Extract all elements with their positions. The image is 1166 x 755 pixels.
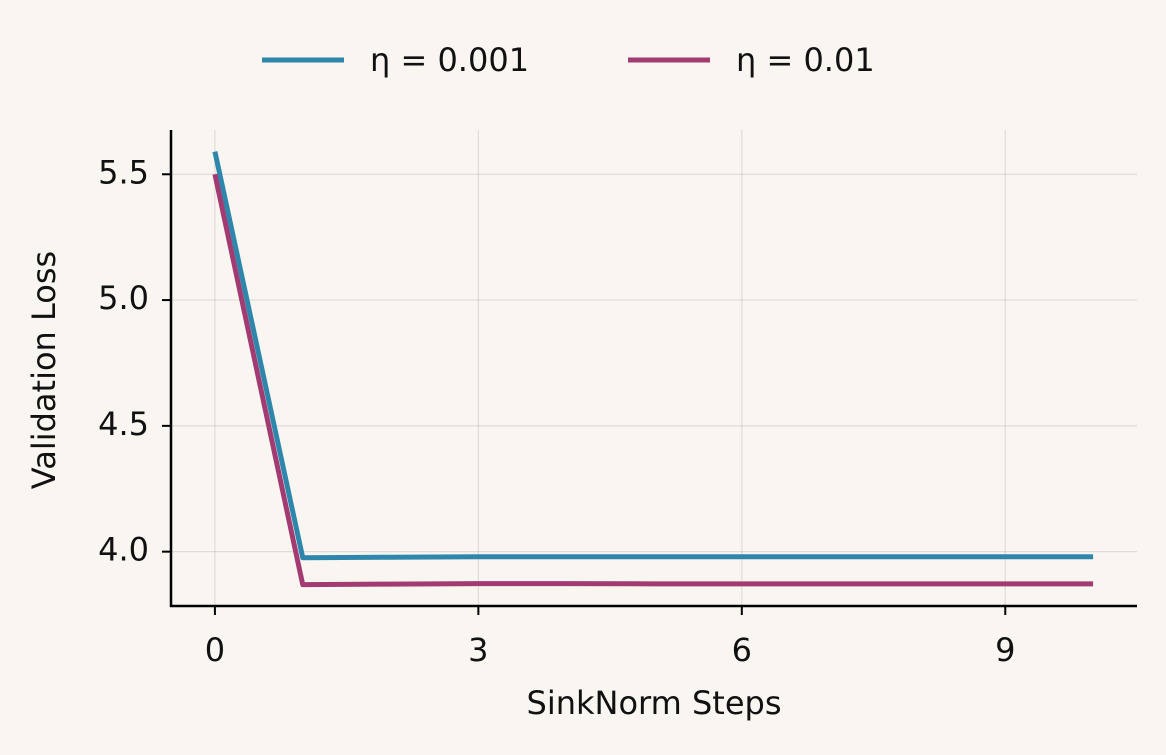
y-tick-label: 4.0 [98, 531, 149, 569]
y-tick-label: 5.0 [98, 279, 149, 317]
y-tick-label: 5.5 [98, 153, 149, 191]
y-tick-label: 4.5 [98, 405, 149, 443]
series-line [212, 173, 1094, 588]
legend-label: η = 0.001 [370, 41, 529, 79]
series-line [212, 151, 1094, 561]
y-axis-label: Validation Loss [25, 251, 63, 489]
x-tick-label: 3 [468, 631, 488, 669]
x-axis-label: SinkNorm Steps [527, 684, 782, 722]
x-tick-label: 9 [995, 631, 1015, 669]
x-tick-label: 6 [732, 631, 752, 669]
legend-label: η = 0.01 [736, 41, 875, 79]
x-tick-label: 0 [205, 631, 225, 669]
